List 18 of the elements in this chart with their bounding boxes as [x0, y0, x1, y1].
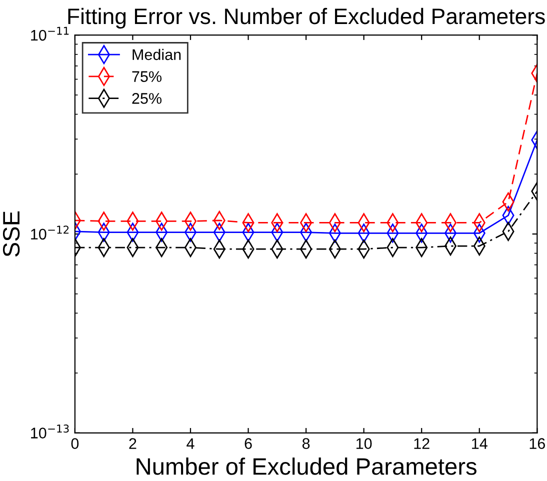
x-tick-label: 0 [71, 438, 79, 449]
x-tick-label: 16 [530, 438, 545, 449]
x-axis-title: Number of Excluded Parameters [136, 458, 476, 475]
legend-label: Median [132, 48, 181, 60]
y-axis-title: SSE [2, 211, 20, 257]
x-tick-label: 10 [356, 438, 372, 449]
chart-title: Fitting Error vs. Number of Excluded Parameters [68, 8, 545, 29]
x-tick-label: 6 [244, 438, 252, 449]
x-tick-label: 2 [129, 438, 136, 449]
x-tick-label: 12 [414, 438, 430, 449]
y-tick-label: 10$^{−11}$ [31, 26, 69, 41]
y-tick-label: 10$^{−12}$ [31, 226, 69, 240]
y-tick-label: 10$^{−13}$ [31, 424, 69, 438]
x-tick-label: 14 [472, 438, 488, 449]
x-tick-label: 4 [186, 438, 194, 449]
x-tick-label: 8 [302, 438, 310, 449]
legend-label: 25% [132, 93, 162, 104]
legend-label: 75% [132, 71, 162, 82]
